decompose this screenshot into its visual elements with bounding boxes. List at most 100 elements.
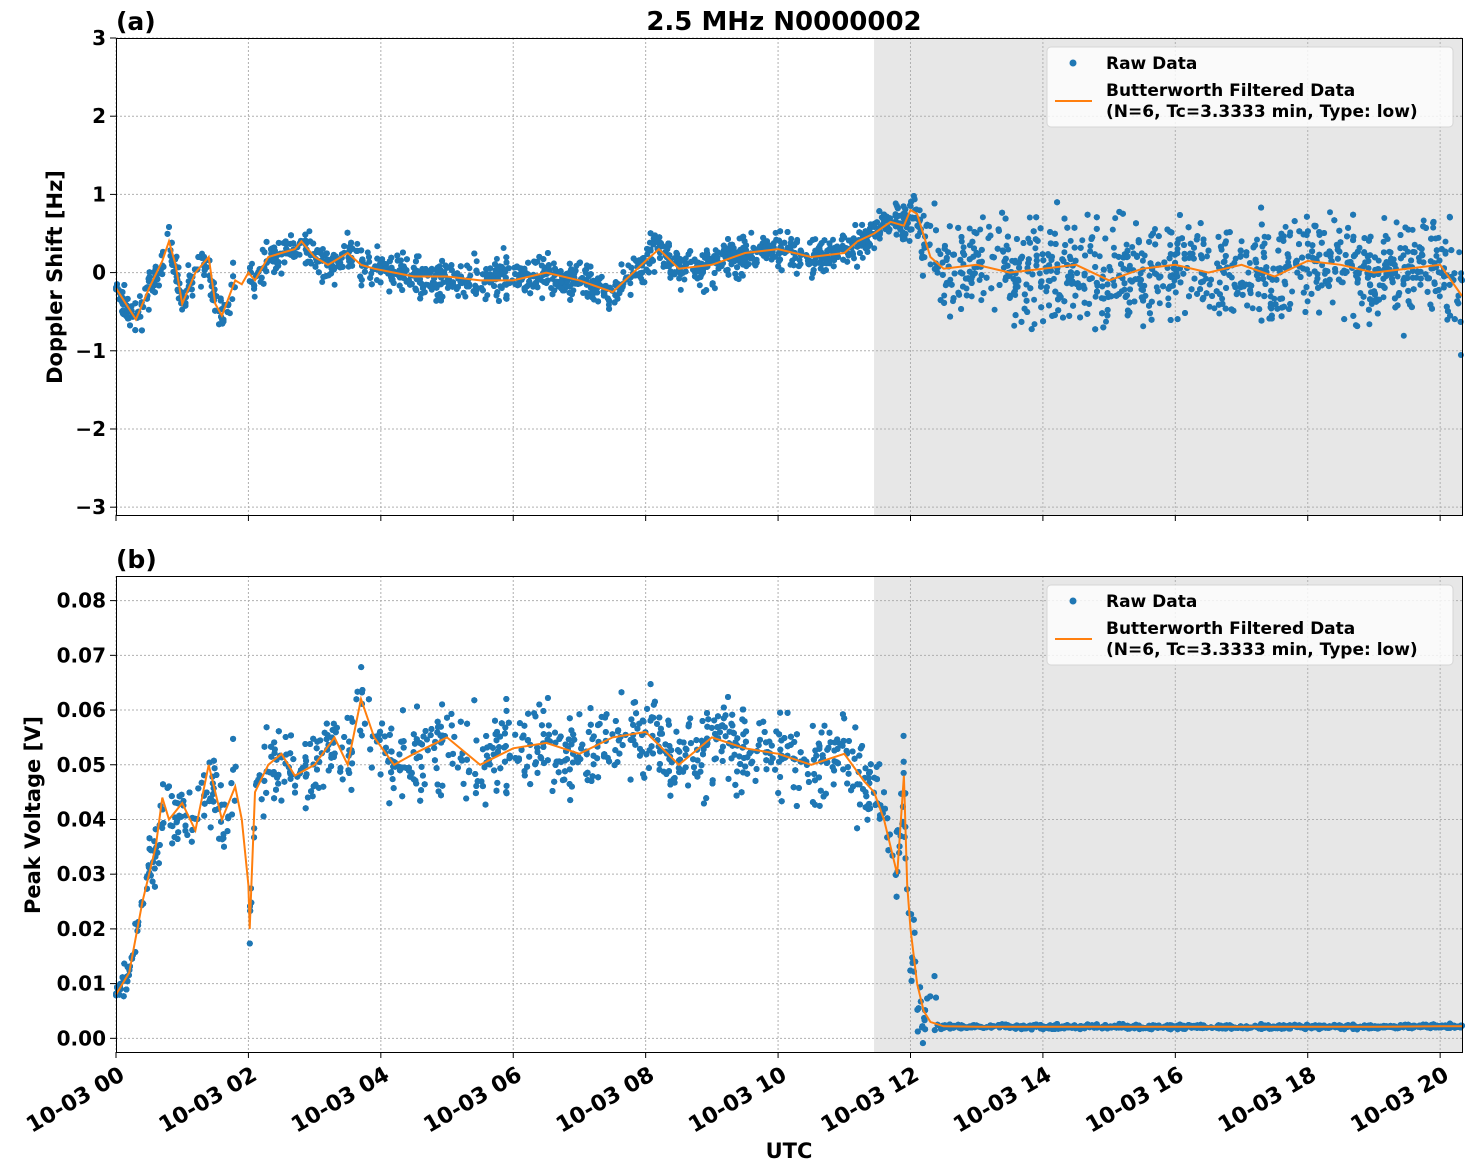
- raw-data-point: [595, 298, 602, 305]
- raw-data-point: [1135, 239, 1142, 246]
- raw-data-point: [734, 264, 741, 271]
- raw-data-point: [1096, 253, 1103, 260]
- raw-data-point: [980, 290, 987, 297]
- raw-data-point: [1358, 300, 1365, 307]
- raw-data-point: [988, 285, 995, 292]
- raw-data-point: [793, 270, 800, 277]
- raw-data-point: [1336, 227, 1343, 234]
- raw-data-point: [1442, 238, 1449, 245]
- raw-data-point: [467, 272, 474, 279]
- raw-data-point: [463, 283, 470, 290]
- raw-data-point: [536, 253, 543, 260]
- raw-data-point: [1208, 276, 1214, 283]
- raw-data-point: [251, 293, 258, 300]
- raw-data-point: [651, 269, 658, 275]
- raw-data-point: [1354, 323, 1361, 330]
- raw-data-point: [368, 281, 375, 288]
- raw-data-point: [1038, 278, 1045, 285]
- raw-data-point: [1107, 267, 1114, 274]
- raw-data-point: [1219, 295, 1226, 302]
- raw-data-point: [1432, 235, 1439, 242]
- raw-data-point: [1428, 265, 1435, 272]
- raw-data-point: [1408, 304, 1415, 311]
- raw-data-point: [1250, 244, 1257, 251]
- raw-data-point: [1291, 218, 1298, 225]
- raw-data-point: [1174, 246, 1181, 252]
- raw-data-point: [978, 272, 985, 279]
- raw-data-point: [1324, 268, 1331, 275]
- raw-data-point: [667, 268, 674, 275]
- raw-data-point: [1284, 251, 1291, 258]
- raw-data-point: [1231, 281, 1238, 288]
- raw-data-point: [999, 209, 1006, 216]
- raw-data-point: [948, 281, 955, 288]
- raw-data-point: [315, 269, 322, 276]
- raw-data-point: [1258, 317, 1265, 324]
- raw-data-point: [583, 290, 590, 297]
- raw-data-point: [1172, 289, 1179, 296]
- raw-data-point: [805, 261, 812, 268]
- raw-data-point: [324, 256, 331, 263]
- raw-data-point: [263, 238, 270, 245]
- raw-data-point: [1314, 275, 1321, 282]
- raw-data-point: [927, 261, 934, 268]
- raw-data-point: [1111, 252, 1118, 259]
- raw-data-point: [1267, 293, 1274, 300]
- raw-data-point: [960, 244, 967, 251]
- raw-data-point: [493, 255, 500, 262]
- raw-data-point: [790, 262, 797, 269]
- raw-data-point: [1253, 272, 1260, 279]
- raw-data-point: [1092, 293, 1099, 300]
- raw-data-point: [1287, 301, 1294, 307]
- raw-data-point: [1381, 215, 1388, 221]
- raw-data-point: [431, 280, 438, 287]
- raw-data-point: [1064, 224, 1071, 231]
- raw-data-point: [709, 280, 716, 287]
- raw-data-point: [793, 239, 800, 246]
- raw-data-point: [766, 242, 773, 249]
- raw-data-point: [1408, 257, 1415, 264]
- raw-data-point: [941, 292, 948, 299]
- raw-data-point: [958, 306, 965, 312]
- raw-data-point: [483, 266, 490, 273]
- raw-data-point: [503, 254, 510, 261]
- raw-data-point: [1382, 232, 1389, 239]
- raw-data-point: [986, 223, 992, 230]
- raw-data-point: [1350, 253, 1357, 260]
- raw-data-point: [1206, 281, 1213, 288]
- raw-data-point: [1419, 252, 1426, 259]
- raw-data-point: [1309, 254, 1316, 261]
- raw-data-point: [1069, 278, 1076, 285]
- raw-data-point: [1456, 249, 1463, 256]
- raw-data-point: [1266, 315, 1273, 322]
- raw-data-point: [1157, 273, 1164, 280]
- raw-data-point: [534, 284, 541, 291]
- raw-data-point: [1312, 222, 1319, 229]
- raw-data-point: [1221, 269, 1228, 276]
- raw-data-point: [1199, 296, 1206, 303]
- raw-data-point: [1405, 298, 1412, 305]
- raw-data-point: [950, 251, 957, 258]
- raw-data-point: [1217, 243, 1224, 250]
- raw-data-point: [1430, 218, 1437, 225]
- raw-data-point: [1206, 303, 1213, 310]
- raw-data-point: [627, 280, 634, 287]
- raw-data-point: [281, 259, 288, 266]
- raw-data-point: [1071, 224, 1078, 231]
- raw-data-point: [1268, 287, 1275, 294]
- raw-data-point: [751, 260, 758, 267]
- raw-data-point: [763, 255, 770, 262]
- raw-data-point: [1104, 307, 1111, 313]
- raw-data-point: [545, 262, 552, 269]
- raw-data-point: [1066, 312, 1073, 319]
- raw-data-point: [1366, 321, 1373, 328]
- raw-data-point: [1300, 289, 1307, 296]
- raw-data-point: [627, 291, 634, 298]
- raw-data-point: [1181, 242, 1187, 248]
- raw-data-point: [322, 273, 329, 280]
- raw-data-point: [166, 224, 172, 230]
- raw-data-point: [1289, 288, 1296, 295]
- raw-data-point: [1124, 307, 1131, 314]
- raw-data-point: [1152, 226, 1158, 232]
- raw-data-point: [1186, 293, 1192, 300]
